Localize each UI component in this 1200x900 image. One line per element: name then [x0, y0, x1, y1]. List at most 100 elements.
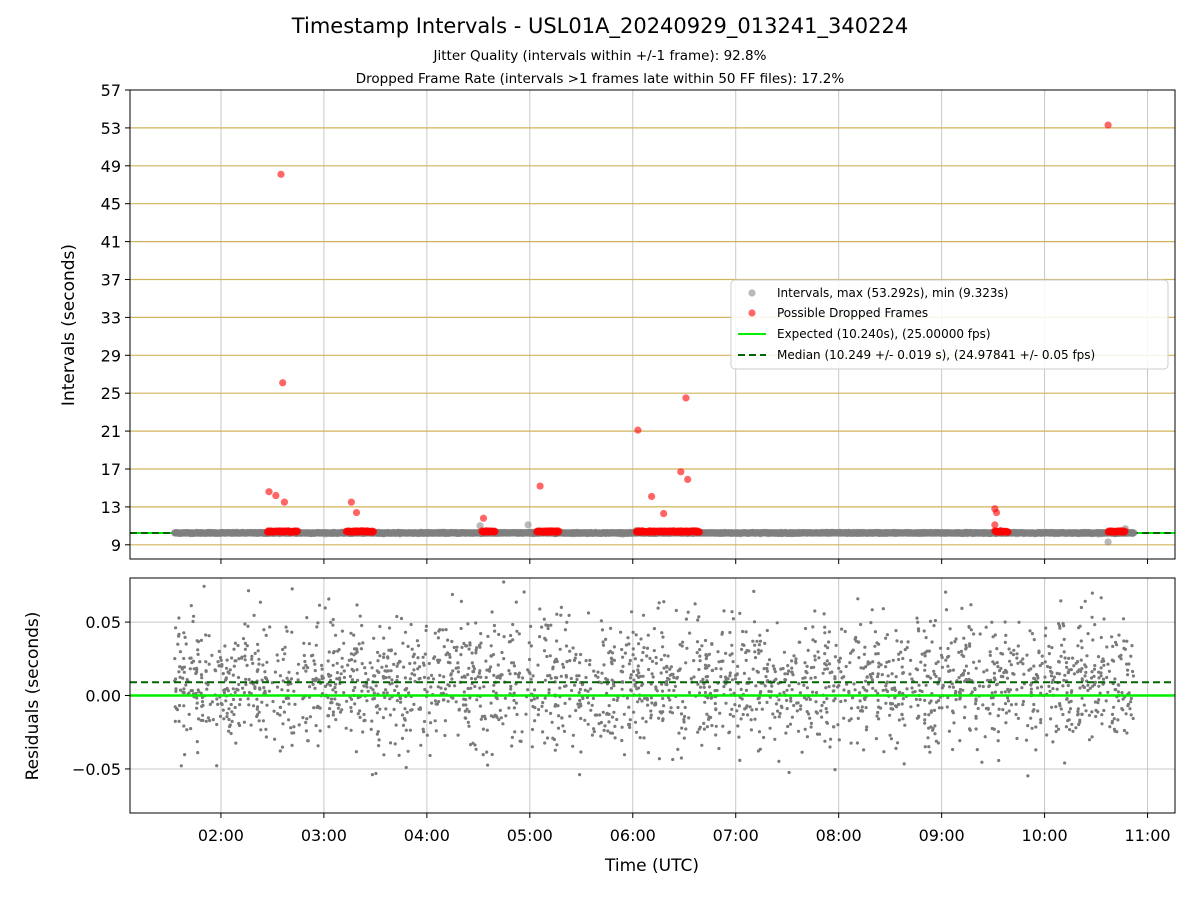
residual-point — [774, 677, 778, 681]
residual-point — [730, 652, 734, 656]
residual-point — [754, 684, 758, 688]
residual-point — [993, 633, 997, 637]
residual-point — [927, 726, 931, 730]
residual-point — [790, 670, 794, 674]
residual-point — [753, 717, 757, 721]
residual-point — [340, 656, 344, 660]
residual-point — [349, 728, 353, 732]
residual-point — [1049, 674, 1053, 678]
residual-point — [888, 701, 893, 706]
residual-point — [265, 660, 269, 664]
residual-point — [308, 715, 312, 719]
residual-point — [622, 712, 626, 716]
residual-point — [989, 696, 994, 700]
residual-point — [479, 717, 483, 721]
residual-point — [884, 684, 888, 688]
residual-point — [803, 727, 807, 731]
residual-point — [620, 670, 625, 674]
residual-point — [674, 608, 678, 613]
residual-point — [246, 697, 250, 701]
residual-point — [404, 728, 408, 732]
residual-point — [189, 604, 193, 608]
residual-point — [874, 737, 879, 741]
residual-point — [628, 725, 632, 730]
residual-point — [946, 664, 950, 668]
residual-point — [819, 709, 823, 713]
residual-point — [287, 718, 291, 722]
residual-point — [263, 691, 267, 695]
residual-point — [978, 632, 982, 636]
residual-point — [247, 703, 251, 707]
residual-point — [530, 727, 535, 732]
residual-point — [736, 664, 740, 669]
residual-point — [719, 675, 723, 679]
residual-point — [604, 637, 608, 642]
residual-point — [221, 672, 225, 676]
residual-point — [568, 649, 572, 653]
residual-point — [238, 697, 242, 702]
residual-point — [314, 643, 318, 647]
residual-point — [584, 675, 588, 680]
residual-point — [665, 679, 669, 684]
residual-point — [316, 744, 320, 748]
residual-point — [988, 650, 992, 654]
residual-point — [801, 676, 805, 680]
residual-point — [632, 678, 636, 682]
residual-point — [450, 592, 454, 597]
residual-point — [1121, 617, 1126, 621]
residual-point — [307, 642, 311, 646]
residual-point — [327, 597, 331, 601]
residual-point — [821, 671, 825, 675]
residual-point — [313, 662, 317, 666]
residual-point — [682, 718, 686, 722]
residual-point — [278, 674, 282, 678]
residual-point — [1131, 674, 1135, 678]
residual-point — [962, 669, 967, 673]
residual-point — [1080, 677, 1084, 681]
residual-point — [1096, 701, 1100, 705]
residual-point — [986, 706, 990, 710]
residual-point — [765, 700, 769, 705]
residual-point — [837, 684, 841, 688]
residual-point — [1009, 703, 1014, 707]
residual-point — [547, 691, 551, 695]
residual-point — [862, 652, 867, 656]
residual-point — [739, 717, 743, 721]
residual-point — [404, 688, 408, 692]
residual-point — [881, 688, 885, 693]
residual-point — [840, 627, 844, 631]
residual-point — [1015, 736, 1019, 741]
residual-point — [918, 698, 922, 702]
residual-point — [192, 614, 196, 618]
residual-point — [314, 676, 318, 680]
residual-point — [1080, 646, 1084, 650]
residual-point — [513, 730, 517, 734]
residual-point — [355, 648, 359, 652]
residual-point — [881, 607, 885, 611]
residual-point — [286, 688, 290, 693]
residual-point — [957, 676, 961, 680]
residual-point — [1107, 669, 1111, 673]
residual-point — [735, 672, 739, 676]
residual-point — [220, 664, 224, 668]
residual-point — [500, 673, 504, 677]
residual-point — [451, 669, 455, 673]
residual-point — [710, 642, 714, 647]
residual-point — [612, 698, 616, 702]
residual-point — [478, 669, 482, 673]
residual-point — [550, 720, 554, 724]
residual-point — [779, 667, 783, 671]
residual-point — [962, 716, 967, 720]
residual-point — [1057, 622, 1061, 626]
residual-point — [392, 707, 396, 712]
residual-point — [1048, 665, 1052, 670]
residual-point — [733, 677, 738, 681]
residual-point — [535, 696, 539, 700]
intervals-y-tick-label: 9 — [111, 536, 121, 555]
residual-point — [1097, 698, 1101, 702]
interval-point — [1104, 538, 1112, 546]
residual-point — [1079, 658, 1083, 662]
residual-point — [369, 727, 373, 732]
residual-point — [645, 654, 649, 658]
residual-point — [769, 690, 773, 694]
